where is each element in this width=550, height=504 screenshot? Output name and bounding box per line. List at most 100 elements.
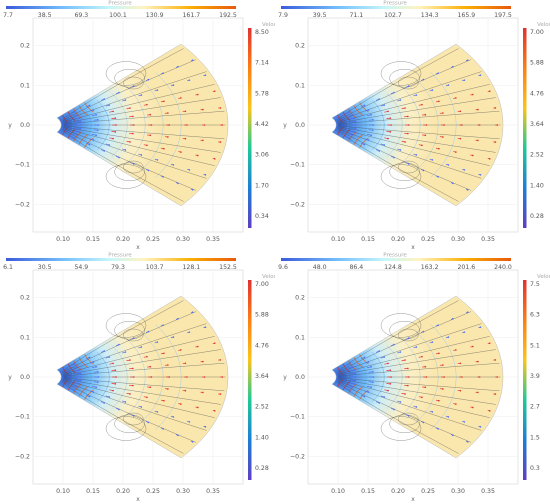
x-tick-label: 0.35	[481, 488, 495, 495]
streamline	[63, 97, 221, 124]
velocity-arrow-head	[219, 141, 222, 143]
y-tick-label: 0.1	[295, 82, 305, 89]
pressure-tick-label: 6.1	[3, 264, 13, 271]
velocity-arrow-head	[415, 154, 418, 156]
streamline	[338, 127, 490, 166]
vortex-loop	[380, 313, 422, 338]
velocity-tick-label: 4.76	[255, 342, 269, 349]
x-axis-label: x	[411, 496, 415, 503]
velocity-arrow-head	[438, 399, 440, 402]
velocity-arrow-head	[370, 386, 372, 388]
pressure-contour	[359, 137, 369, 148]
velocity-arrow-head	[348, 137, 351, 139]
velocity-arrow-head	[354, 376, 357, 378]
streamline	[338, 110, 500, 125]
velocity-tick-label: 4.42	[255, 121, 269, 128]
velocity-arrow-head	[471, 93, 474, 96]
velocity-arrow-head	[459, 389, 462, 392]
y-axis-label: y	[8, 122, 12, 129]
streamline	[61, 48, 184, 121]
pressure-tick-label: 79.3	[111, 264, 125, 271]
velocity-arrow-head	[404, 141, 406, 143]
velocity-arrow-head	[494, 107, 497, 109]
velocity-arrow-head	[112, 389, 114, 392]
x-tick-label: 0.20	[116, 236, 130, 243]
y-tick-label: −0.2	[290, 453, 305, 460]
velocity-arrow-head	[146, 103, 148, 106]
velocity-arrow-head	[477, 108, 479, 111]
pressure-contour	[359, 354, 369, 365]
velocity-arrow-head	[204, 326, 207, 328]
velocity-arrow-head	[353, 131, 355, 133]
velocity-tick-label: 1.40	[530, 182, 544, 189]
pressure-colorbar	[281, 258, 511, 261]
velocity-arrow-head	[438, 100, 440, 103]
velocity-arrow-head	[422, 169, 425, 172]
pressure-contour	[84, 389, 94, 400]
velocity-arrow-head	[167, 364, 169, 366]
velocity-arrow-head	[97, 124, 100, 126]
velocity-arrow-head	[471, 345, 474, 348]
velocity-arrow-head	[494, 393, 497, 395]
velocity-tick-label: 0.3	[530, 465, 540, 472]
velocity-arrow-head	[73, 363, 76, 365]
panel-bottom-right: 9.6 48.0 86.4 124.8 163.2 201.6 240.0 Pressure 0…	[275, 252, 550, 504]
velocity-arrow-head	[455, 349, 457, 351]
velocity-arrow-head	[496, 124, 499, 126]
streamline	[63, 377, 225, 392]
velocity-arrow-head	[437, 176, 439, 178]
velocity-arrow-head	[168, 376, 170, 378]
velocity-arrow-head	[103, 98, 106, 100]
pressure-colorbar-label: Pressure	[383, 253, 407, 259]
streamline	[337, 128, 472, 191]
velocity-arrow-head	[488, 410, 491, 412]
y-tick-label: −0.2	[15, 453, 30, 460]
velocity-arrow-head	[496, 376, 499, 378]
vortex-loop	[389, 414, 420, 433]
velocity-arrow-head	[103, 350, 106, 352]
pressure-tick-label: 54.9	[74, 264, 88, 271]
y-tick-label: −0.1	[290, 162, 305, 169]
velocity-arrow-head	[399, 351, 402, 353]
streamline	[62, 380, 207, 431]
velocity-arrow-head	[163, 147, 165, 150]
velocity-arrow-head	[196, 154, 199, 157]
velocity-arrow-head	[132, 132, 134, 135]
x-tick-label: 0.20	[116, 488, 130, 495]
velocity-arrow-head	[452, 182, 454, 185]
velocity-arrow-head	[97, 381, 99, 383]
velocity-arrow-head	[393, 343, 395, 346]
velocity-arrow-head	[156, 341, 159, 343]
velocity-arrow-head	[370, 114, 372, 116]
vortex-loop	[105, 164, 147, 189]
x-tick-label: 0.15	[86, 236, 100, 243]
velocity-arrow-head	[140, 406, 143, 408]
velocity-arrow-head	[372, 124, 375, 126]
pressure-contour	[73, 360, 82, 371]
velocity-arrow-head	[92, 109, 95, 111]
velocity-arrow-head	[424, 134, 427, 137]
velocity-arrow-head	[387, 110, 389, 113]
velocity-arrow-head	[372, 129, 374, 131]
streamline	[63, 349, 221, 376]
velocity-arrow-head	[422, 78, 425, 81]
velocity-tick-label: 1.40	[255, 434, 269, 441]
velocity-arrow-head	[477, 391, 479, 394]
streamline	[337, 380, 482, 431]
velocity-arrow-head	[162, 428, 164, 430]
velocity-arrow-head	[455, 403, 457, 405]
velocity-arrow-head	[443, 124, 445, 126]
vortex-loop	[105, 416, 147, 441]
velocity-arrow-head	[133, 376, 135, 378]
velocity-arrow-head	[163, 399, 165, 402]
vortex-loop	[389, 162, 420, 181]
velocity-arrow-head	[78, 383, 80, 385]
vortex-loop	[397, 412, 419, 426]
velocity-arrow-head	[73, 111, 76, 113]
velocity-arrow-head	[466, 189, 469, 191]
velocity-arrow-head	[188, 421, 191, 423]
velocity-arrow-head	[438, 147, 440, 150]
velocity-arrow-head	[88, 395, 91, 398]
velocity-arrow-head	[162, 176, 164, 178]
velocity-tick-label: 1.70	[255, 182, 269, 189]
